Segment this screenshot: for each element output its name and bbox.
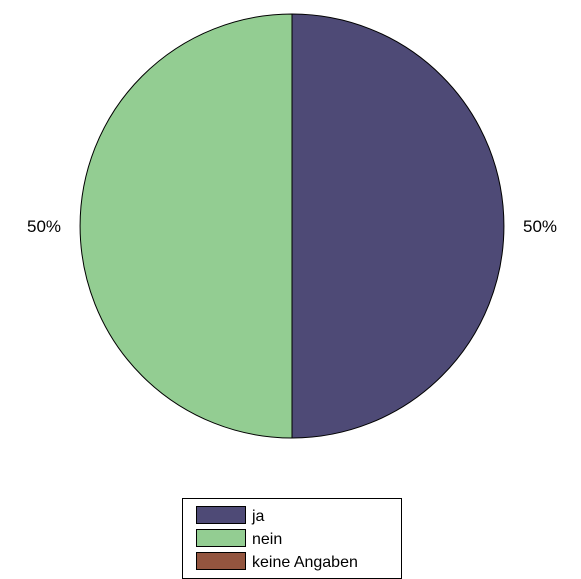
legend-swatch-keine-angaben (196, 552, 246, 570)
percent-labels: 50% 50% (27, 217, 557, 236)
legend-swatch-ja (196, 506, 246, 524)
legend-label-ja: ja (251, 508, 265, 525)
legend: ja nein keine Angaben (182, 498, 402, 579)
percent-label-ja: 50% (523, 217, 557, 236)
pie-slice-ja (291, 13, 505, 439)
legend-label-keine-angaben: keine Angaben (252, 554, 358, 571)
pie-slice-nein (79, 13, 293, 439)
percent-label-nein: 50% (27, 217, 61, 236)
legend-label-nein: nein (252, 531, 282, 548)
pie-slices (79, 13, 505, 439)
legend-items: ja nein keine Angaben (196, 506, 358, 571)
legend-swatch-nein (196, 529, 246, 547)
